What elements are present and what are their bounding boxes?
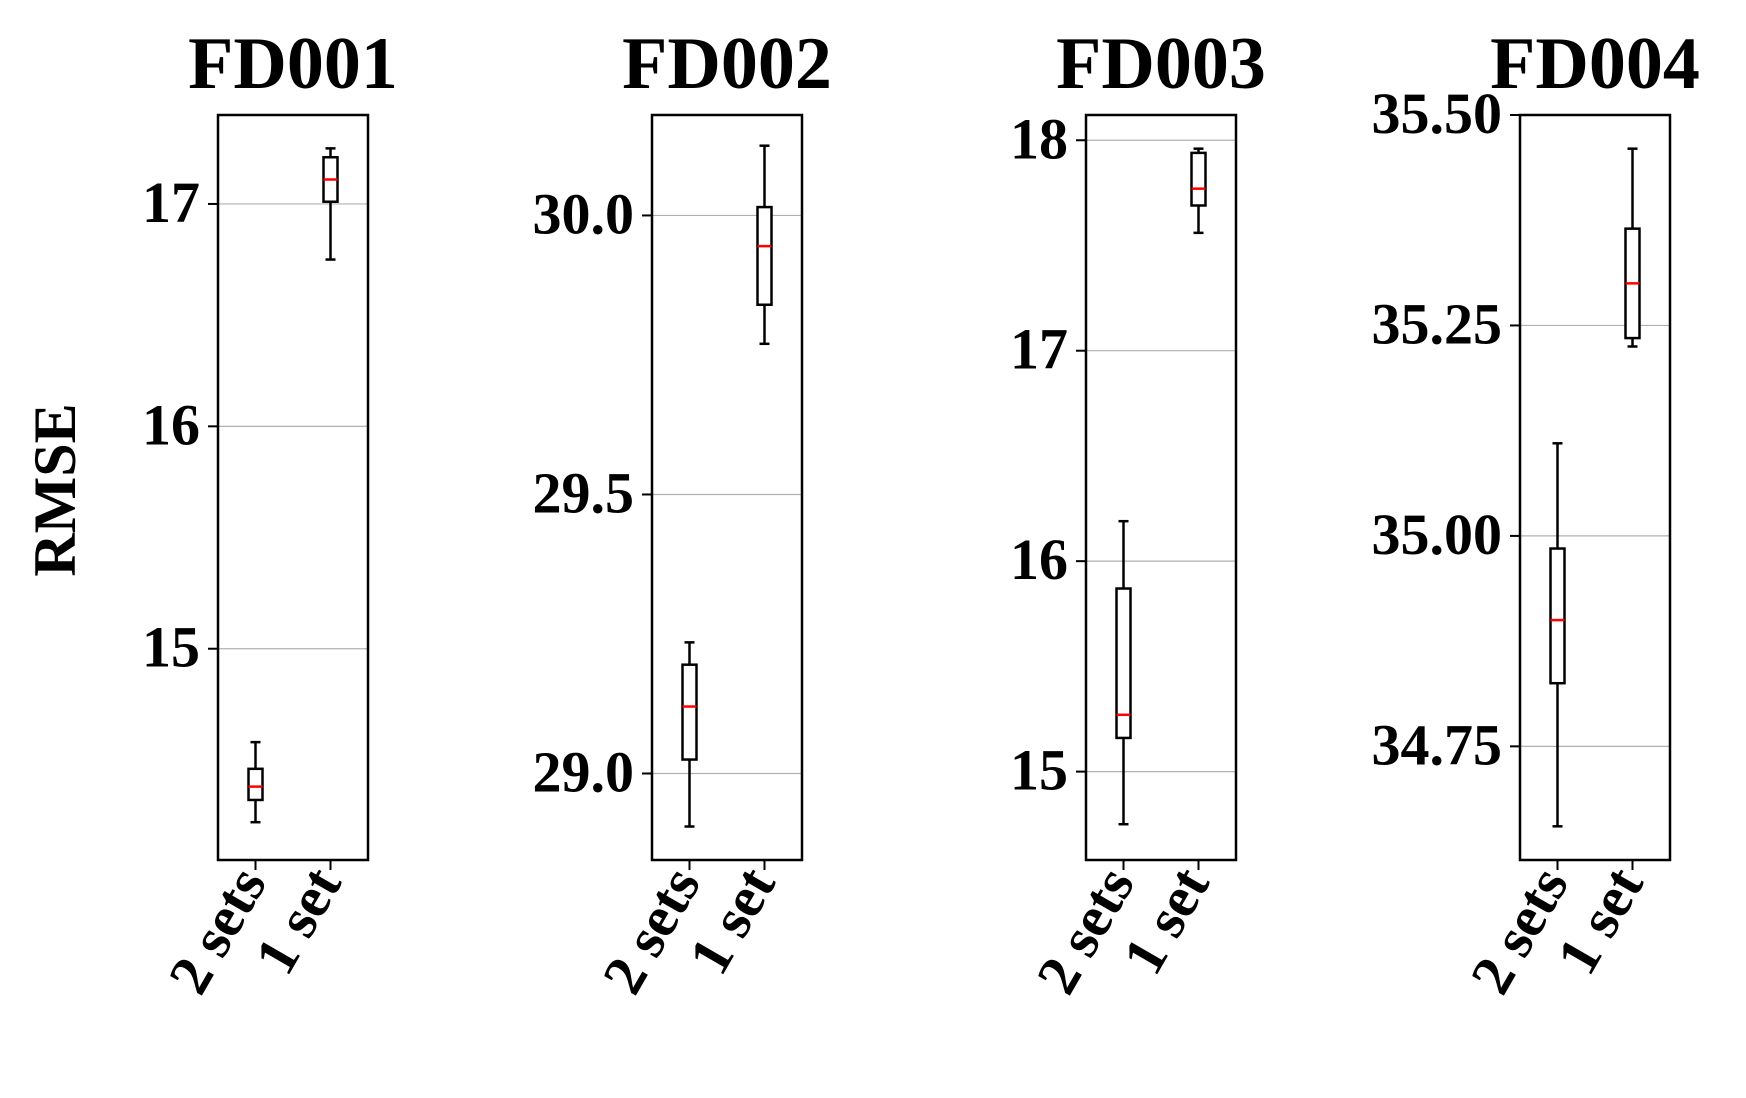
axes-frame — [650, 113, 804, 862]
iqr-box — [247, 767, 264, 802]
box-1 — [756, 144, 773, 346]
subplot-title: FD001 — [188, 23, 398, 105]
box-1 — [1190, 147, 1207, 235]
box-1 — [322, 147, 339, 261]
iqr-box — [756, 205, 773, 306]
box-0 — [1115, 519, 1132, 826]
y-tick-label: 16 — [142, 392, 200, 457]
box-0 — [681, 641, 698, 828]
iqr-box — [681, 663, 698, 761]
iqr-box — [1115, 587, 1132, 740]
y-tick-label: 15 — [1010, 738, 1068, 803]
box-1 — [1624, 147, 1641, 348]
y-tick-label: 16 — [1010, 527, 1068, 592]
iqr-box — [1549, 547, 1566, 685]
y-tick-label: 34.75 — [1372, 712, 1503, 777]
y-tick-label: 35.00 — [1372, 502, 1503, 567]
y-tick-label: 17 — [1010, 317, 1068, 382]
y-tick-label: 29.5 — [533, 460, 635, 525]
iqr-box — [1190, 151, 1207, 207]
axes-frame — [1084, 113, 1238, 862]
y-tick-label: 17 — [142, 170, 200, 235]
box-0 — [247, 740, 264, 824]
subplot-title: FD003 — [1056, 23, 1266, 105]
y-tick-label: 35.50 — [1372, 81, 1503, 146]
box-0 — [1549, 442, 1566, 828]
y-tick-label: 15 — [142, 615, 200, 680]
axes-frame — [1518, 113, 1672, 862]
y-tick-label: 29.0 — [533, 740, 635, 805]
y-tick-label: 35.25 — [1372, 291, 1503, 356]
axes-frame — [216, 113, 370, 862]
y-tick-label: 18 — [1010, 106, 1068, 171]
y-tick-label: 30.0 — [533, 181, 635, 246]
subplot-title: FD004 — [1490, 23, 1700, 105]
y-axis-label: RMSE — [22, 403, 88, 576]
subplot-title: FD002 — [622, 23, 832, 105]
